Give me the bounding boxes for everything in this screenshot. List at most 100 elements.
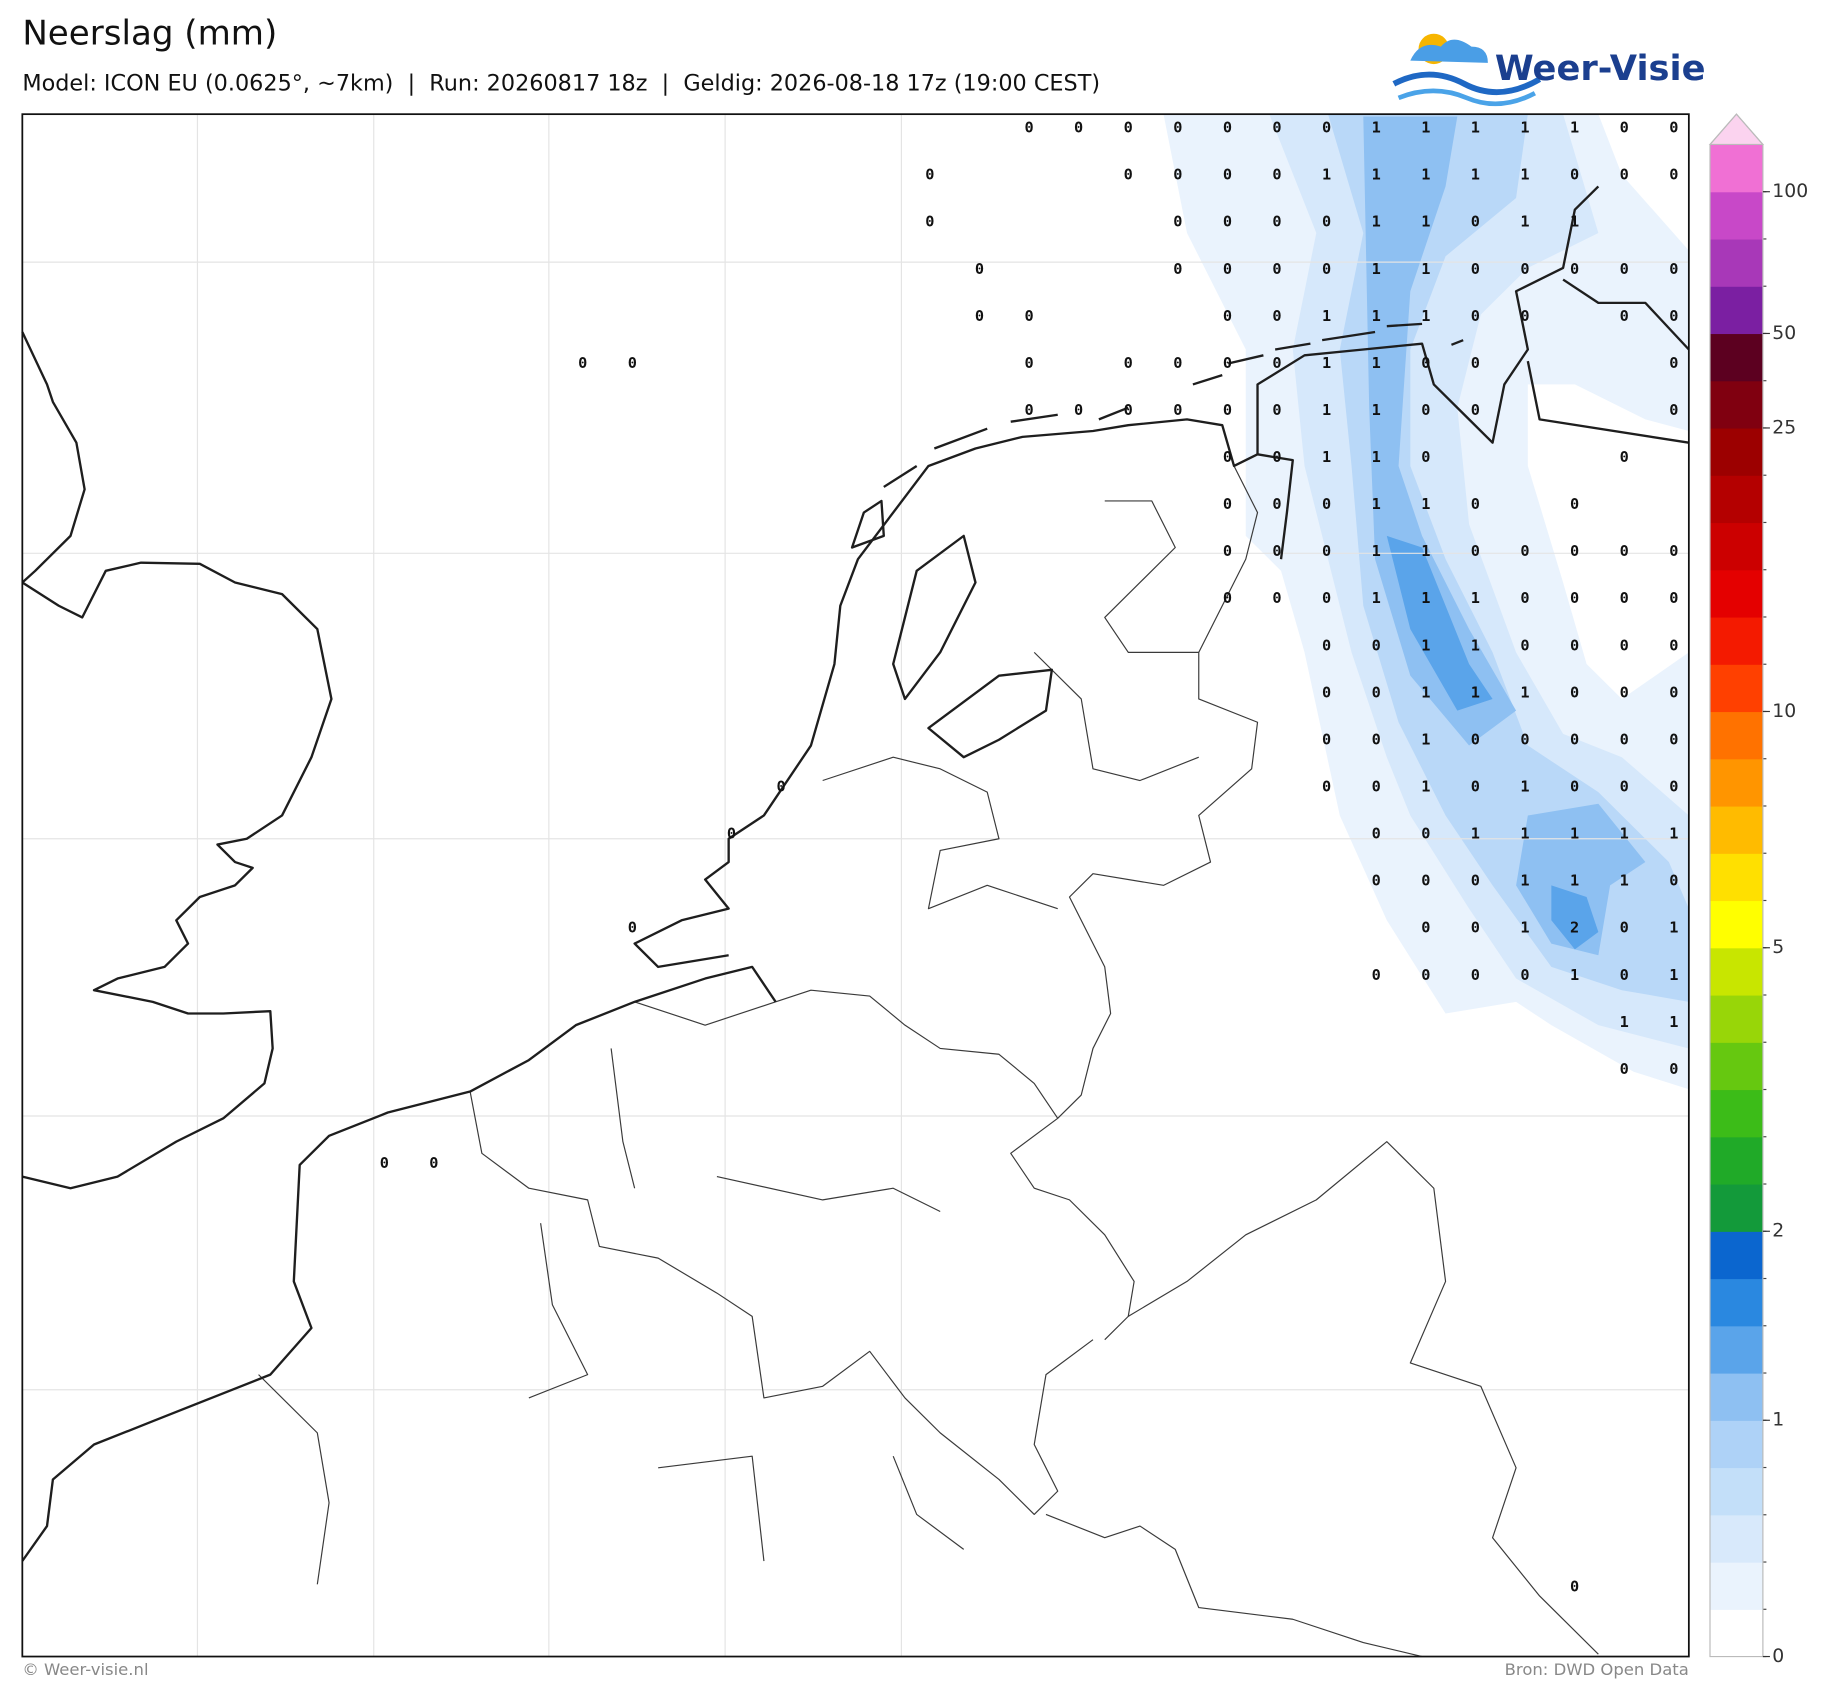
grid-value: 1 [1322,307,1331,325]
grid-value: 0 [1223,166,1232,184]
grid-value: 1 [1421,731,1430,749]
grid-value: 0 [727,825,736,843]
grid-value: 1 [1570,872,1579,890]
grid-value: 1 [1669,966,1678,984]
grid-value: 0 [1173,401,1182,419]
coastline [1256,185,1690,455]
borders [258,465,1599,1658]
grid-value: 0 [1520,636,1529,654]
colorbar-segment [1710,1420,1763,1469]
grid-value: 1 [1372,401,1381,419]
grid-value: 0 [1520,966,1529,984]
grid-value: 0 [1272,260,1281,278]
grid-value: 1 [1372,307,1381,325]
grid-value: 0 [1272,589,1281,607]
country-border [469,1091,1094,1515]
grid-value: 0 [1520,589,1529,607]
grid-value: 0 [1372,683,1381,701]
grid-value: 1 [1421,683,1430,701]
colorbar-segment [1710,947,1763,996]
grid-value: 0 [975,260,984,278]
colorbar-tick-label: 2 [1772,1221,1784,1242]
grid-value: 1 [1520,683,1529,701]
grid-value: 0 [1669,1060,1678,1078]
grid-value: 0 [1223,495,1232,513]
grid-value: 1 [1520,166,1529,184]
grid-value: 0 [1272,166,1281,184]
grid-value: 1 [1471,119,1480,137]
grid-value: 1 [1372,495,1381,513]
grid-value: 1 [1372,166,1381,184]
grid-value: 1 [1520,872,1529,890]
grid-value: 0 [1620,683,1629,701]
logo-cloud [1410,39,1488,63]
grid-value: 0 [628,354,637,372]
grid-value: 0 [1272,495,1281,513]
grid-value: 1 [1421,778,1430,796]
colorbar-segment [1710,569,1763,618]
source: Bron: DWD Open Data [1505,1660,1689,1679]
grid-value: 1 [1471,825,1480,843]
colorbar-segment [1710,1278,1763,1327]
grid-value: 0 [1620,448,1629,466]
grid-value: 0 [1570,778,1579,796]
colorbar-segment [1710,238,1763,287]
grid-value: 0 [1471,731,1480,749]
grid-value: 0 [380,1154,389,1172]
grid-value: 0 [1620,731,1629,749]
grid-value: 0 [1620,919,1629,937]
coastline [21,561,333,1190]
grid-value: 1 [1570,119,1579,137]
colorbar-tick-label: 25 [1772,418,1796,439]
colorbar-tick-label: 5 [1772,937,1784,958]
grid-value: 0 [1620,260,1629,278]
grid-value: 0 [1669,589,1678,607]
grid-value: 0 [1620,119,1629,137]
grid-value: 0 [1520,542,1529,560]
grid-value: 0 [1322,495,1331,513]
grid-value: 1 [1421,213,1430,231]
grid-value: 0 [1669,260,1678,278]
colorbar-segment [1710,427,1763,476]
grid-value: 0 [1173,119,1182,137]
grid-value: 0 [1372,778,1381,796]
grid-value: 1 [1372,589,1381,607]
grid-value: 1 [1570,213,1579,231]
colorbar-segment [1710,805,1763,854]
colorbar-tick-label: 10 [1772,701,1796,722]
grid-value: 1 [1322,166,1331,184]
grid-value: 1 [1520,825,1529,843]
colorbar-extend-arrow [1708,113,1765,146]
grid-value: 1 [1421,495,1430,513]
colorbar-segment [1710,1325,1763,1374]
country-border [634,989,1059,1119]
colorbar-segment [1710,191,1763,240]
grid-value: 1 [1372,260,1381,278]
grid-value: 0 [1471,495,1480,513]
grid-value: 0 [1322,683,1331,701]
colorbar-segment [1710,1562,1763,1610]
colorbar-tick-label: 50 [1772,323,1796,344]
grid-value: 0 [578,354,587,372]
grid-value: 0 [1272,119,1281,137]
grid-value: 0 [1669,119,1678,137]
lake-shore [892,534,1054,759]
graticule [22,114,1689,1657]
grid-value: 0 [1223,354,1232,372]
grid-value: 1 [1372,354,1381,372]
grid-value: 1 [1421,542,1430,560]
grid-value: 0 [1669,542,1678,560]
grid-value: 0 [1074,401,1083,419]
grid-value: 0 [1620,966,1629,984]
grid-value: 0 [975,307,984,325]
grid-value: 1 [1421,166,1430,184]
precip-area [1386,535,1599,950]
grid-value: 0 [1570,542,1579,560]
coastline [21,418,1294,1562]
grid-value: 1 [1322,448,1331,466]
grid-value: 0 [1620,1060,1629,1078]
grid-value: 0 [1024,119,1033,137]
grid-value: 0 [1421,448,1430,466]
grid-value: 0 [1173,260,1182,278]
grid-value: 0 [1620,778,1629,796]
